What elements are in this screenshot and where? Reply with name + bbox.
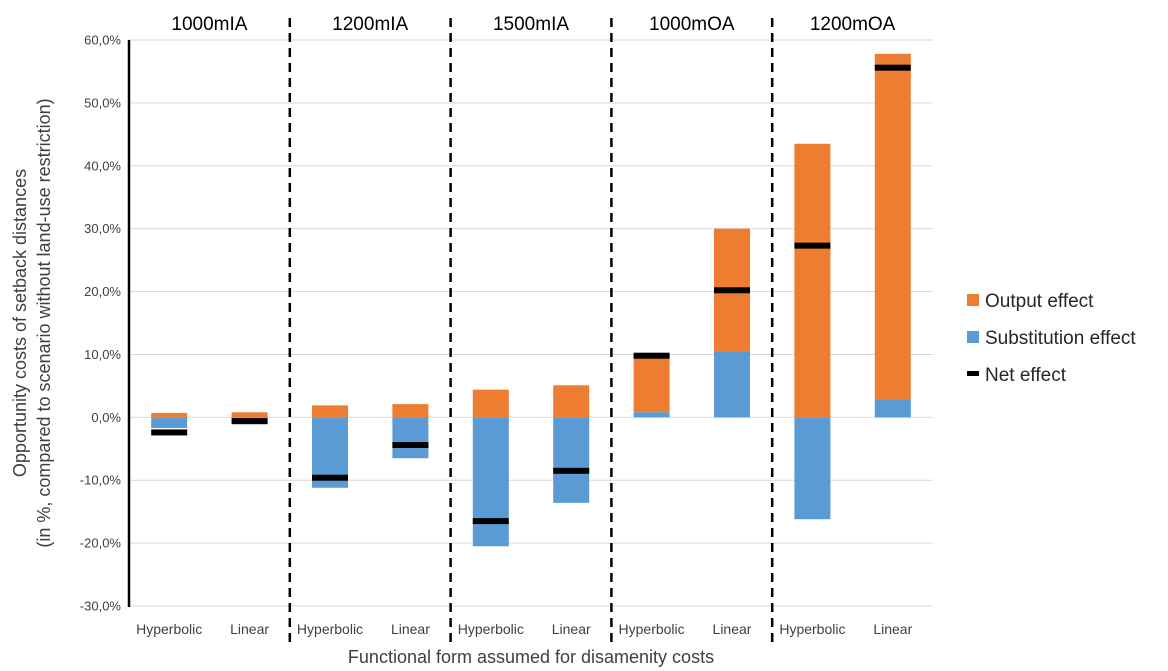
group-title-1200moa: 1200mOA bbox=[810, 14, 896, 35]
y-tick-label: -10,0% bbox=[80, 473, 122, 488]
x-category-label-1000moa-hyperbolic: Hyperbolic bbox=[619, 621, 685, 637]
bar-1000moa-linear-net-effect bbox=[714, 287, 750, 294]
bar-1200mia-linear-substitution-effect bbox=[392, 417, 429, 459]
bar-1200moa-hyperbolic-output-effect bbox=[794, 143, 831, 418]
bar-1200mia-linear-net-effect bbox=[392, 442, 429, 449]
group-title-1200mia: 1200mIA bbox=[332, 14, 408, 35]
x-category-label-1200moa-hyperbolic: Hyperbolic bbox=[779, 621, 845, 637]
x-category-label-1500mia-hyperbolic: Hyperbolic bbox=[458, 621, 524, 637]
bar-1500mia-hyperbolic-net-effect bbox=[472, 518, 509, 525]
y-tick-label: 40,0% bbox=[84, 158, 121, 173]
bar-1500mia-linear-substitution-effect bbox=[553, 417, 590, 503]
bars bbox=[151, 53, 911, 547]
bar-1500mia-linear-output-effect bbox=[553, 385, 590, 418]
y-tick-label: 30,0% bbox=[84, 221, 121, 236]
bar-1200moa-hyperbolic-net-effect bbox=[794, 242, 831, 249]
y-axis-title-line-2: (in %, compared to scenario without land… bbox=[34, 98, 54, 547]
legend-swatch-substitution-effect bbox=[967, 331, 979, 343]
y-axis-ticks: 60,0% 50,0% 40,0% 30,0% 20,0% 10,0% 0,0% -10,0%… bbox=[80, 33, 122, 614]
x-category-label-1500mia-linear: Linear bbox=[552, 621, 591, 637]
bar-1000mia-hyperbolic-net-effect bbox=[151, 429, 188, 436]
y-tick-label: 10,0% bbox=[84, 347, 121, 362]
x-axis-title: Functional form assumed for disamenity c… bbox=[348, 647, 714, 667]
x-category-label-1000mia-linear: Linear bbox=[230, 621, 269, 637]
bar-1200moa-linear-output-effect bbox=[874, 53, 911, 400]
y-tick-label: 20,0% bbox=[84, 284, 121, 299]
x-category-label-1200mia-hyperbolic: Hyperbolic bbox=[297, 621, 363, 637]
legend: Output effect Substitution effect Net ef… bbox=[967, 291, 1136, 386]
bar-1200moa-linear-net-effect bbox=[874, 64, 911, 71]
y-tick-label: 60,0% bbox=[84, 33, 121, 48]
bar-1200mia-linear-output-effect bbox=[392, 404, 429, 418]
legend-label-output-effect: Output effect bbox=[985, 291, 1094, 312]
legend-label-substitution-effect: Substitution effect bbox=[985, 328, 1136, 349]
group-title-1000mia: 1000mIA bbox=[171, 14, 247, 35]
bar-1500mia-linear-net-effect bbox=[553, 467, 590, 474]
x-category-label-1200moa-linear: Linear bbox=[873, 621, 912, 637]
bar-1500mia-hyperbolic-substitution-effect bbox=[472, 417, 509, 547]
category-labels: Hyperbolic Linear Hyperbolic Linear Hyperbol… bbox=[136, 621, 912, 637]
bar-1200moa-hyperbolic-substitution-effect bbox=[794, 417, 831, 520]
bar-1000moa-hyperbolic-output-effect bbox=[633, 353, 670, 413]
y-tick-label: -30,0% bbox=[80, 599, 122, 614]
bar-1000moa-linear-substitution-effect bbox=[714, 351, 750, 418]
bar-1200mia-hyperbolic-output-effect bbox=[312, 405, 348, 418]
group-separators bbox=[288, 18, 774, 643]
bar-1000mia-linear-output-effect bbox=[231, 412, 268, 418]
legend-label-net-effect: Net effect bbox=[985, 365, 1067, 386]
bar-1000mia-hyperbolic-substitution-effect bbox=[151, 417, 188, 429]
bar-1200moa-linear-substitution-effect bbox=[874, 399, 911, 418]
x-category-label-1200mia-linear: Linear bbox=[391, 621, 430, 637]
bar-1200mia-hyperbolic-net-effect bbox=[312, 474, 348, 481]
bar-1000moa-hyperbolic-net-effect bbox=[633, 352, 670, 359]
x-category-label-1000mia-hyperbolic: Hyperbolic bbox=[136, 621, 202, 637]
group-title-1500mia: 1500mIA bbox=[493, 14, 569, 35]
bar-1000mia-linear-net-effect bbox=[231, 418, 268, 425]
group-titles: 1000mIA 1200mIA 1500mIA 1000mOA 1200mOA bbox=[171, 14, 895, 35]
x-category-label-1000moa-linear: Linear bbox=[713, 621, 752, 637]
y-tick-label: 50,0% bbox=[84, 95, 121, 110]
bar-1000moa-hyperbolic-substitution-effect bbox=[633, 412, 670, 418]
legend-swatch-net-effect bbox=[967, 371, 979, 376]
legend-swatch-output-effect bbox=[967, 294, 979, 306]
y-axis-title-line-1: Opportunity costs of setback distances bbox=[10, 169, 30, 477]
y-tick-label: 0,0% bbox=[91, 410, 121, 425]
bar-1500mia-hyperbolic-output-effect bbox=[472, 389, 509, 418]
bar-1000mia-hyperbolic-output-effect bbox=[151, 412, 188, 418]
y-tick-label: -20,0% bbox=[80, 536, 122, 551]
group-title-1000moa: 1000mOA bbox=[649, 14, 735, 35]
